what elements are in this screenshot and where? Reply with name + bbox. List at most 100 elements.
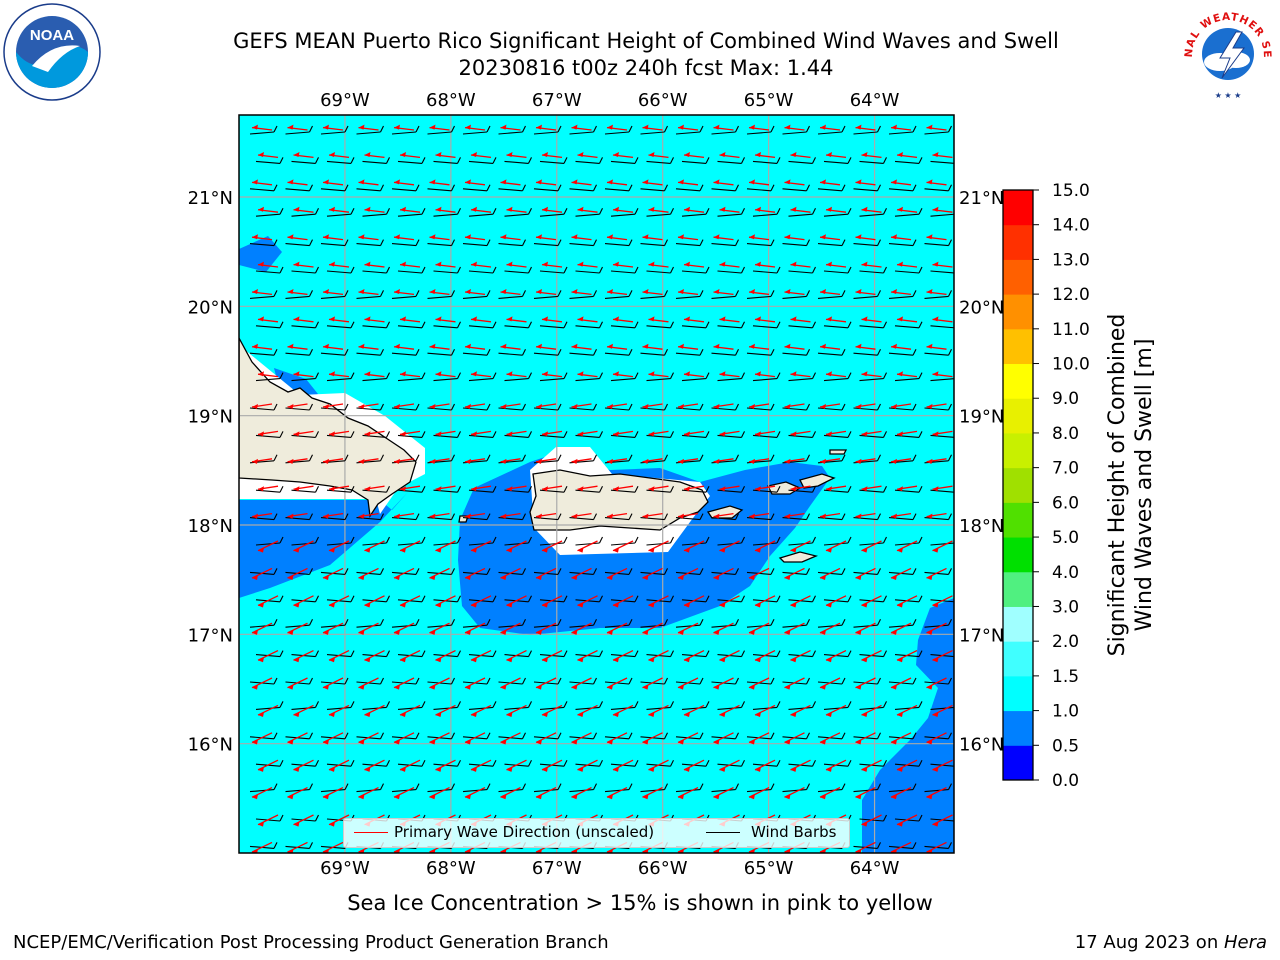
wave-arrow-head-472 xyxy=(684,766,690,772)
colorbar-bin-9 xyxy=(1003,432,1033,469)
wind-barb-flag-21 xyxy=(315,157,319,164)
wave-arrow-head-315 xyxy=(790,547,797,553)
wind-barb-296 xyxy=(817,517,843,521)
wind-barb-420 xyxy=(255,706,281,710)
wind-barb-flag-14 xyxy=(770,125,775,133)
wave-arrow-head-158 xyxy=(897,316,903,322)
wave-arrow-head-60 xyxy=(258,206,264,212)
wind-barb-99 xyxy=(924,243,949,247)
wind-barb-flag-73 xyxy=(741,207,745,215)
wave-arrow-head-429 xyxy=(577,712,584,718)
wave-arrow-head-477 xyxy=(861,766,868,772)
wind-barb-flag-379 xyxy=(948,618,952,626)
wave-arrow-head-206 xyxy=(465,404,471,410)
wave-arrow-head-156 xyxy=(826,316,832,322)
wind-barb-151 xyxy=(646,325,671,329)
colorbar-tick-label-0: 0.0 xyxy=(1052,771,1079,791)
wave-arrow-head-312 xyxy=(684,547,690,553)
wind-barb-flag-389 xyxy=(599,650,603,657)
wind-barb-flag-169 xyxy=(593,348,597,356)
wave-arrow-head-354 xyxy=(755,602,761,608)
wave-arrow-head-163 xyxy=(358,343,365,349)
wind-barb-flag-358 xyxy=(918,595,923,603)
wind-barb-flag-485 xyxy=(451,783,455,790)
wind-barb-63 xyxy=(362,213,387,217)
wave-arrow-head-302 xyxy=(329,547,335,553)
wind-barb-flag-253 xyxy=(735,454,739,462)
wind-barb-flag-142 xyxy=(350,321,355,329)
wind-barb-18 xyxy=(888,131,914,135)
wind-barb-11 xyxy=(640,131,665,135)
wave-arrow-head-296 xyxy=(820,513,826,519)
wave-arrow-head-168 xyxy=(536,343,542,349)
wind-barb-flag-184 xyxy=(421,372,426,379)
wave-arrow-head-375 xyxy=(784,629,791,635)
wave-arrow-head-529 xyxy=(571,849,578,853)
wind-barb-480 xyxy=(249,789,275,793)
wind-barb-481 xyxy=(285,789,310,793)
wind-barb-288 xyxy=(533,517,559,521)
wind-barb-286 xyxy=(462,517,488,521)
wind-barb-flag-371 xyxy=(664,618,668,626)
wave-arrow-head-124 xyxy=(394,288,400,294)
wave-arrow-head-416 xyxy=(820,684,826,690)
wave-arrow-head-535 xyxy=(784,849,791,853)
wave-arrow-head-58 xyxy=(891,179,897,185)
wave-arrow-head-490 xyxy=(607,794,613,800)
wave-arrow-head-117 xyxy=(861,261,868,267)
wave-arrow-head-52 xyxy=(678,179,684,185)
wave-arrow-head-116 xyxy=(826,261,832,267)
wind-barb-135 xyxy=(782,295,807,299)
wave-arrow-head-456 xyxy=(820,739,826,745)
wave-arrow-head-269 xyxy=(577,486,584,492)
wave-arrow-head-186 xyxy=(471,371,477,377)
wave-arrow-head-356 xyxy=(826,602,832,608)
wind-barb-55 xyxy=(782,188,807,192)
wind-barb-33 xyxy=(717,160,742,164)
wave-arrow-head-395 xyxy=(790,657,797,663)
wind-barb-flag-326 xyxy=(486,568,491,575)
wave-arrow-head-8 xyxy=(536,124,542,130)
wind-barb-flag-133 xyxy=(735,290,739,297)
wind-barb-209 xyxy=(569,407,594,411)
wave-arrow-head-99 xyxy=(926,234,933,240)
wave-arrow-head-105 xyxy=(435,261,442,267)
wind-barb-218 xyxy=(888,407,914,411)
wave-arrow-head-85 xyxy=(429,234,436,240)
wind-barb-flag-232 xyxy=(705,431,710,438)
wind-barb-25 xyxy=(433,160,458,164)
wind-barb-flag-311 xyxy=(670,536,674,544)
wind-barb-flag-343 xyxy=(386,595,390,603)
wave-arrow-head-191 xyxy=(648,371,655,377)
wind-barb-flag-417 xyxy=(877,677,881,685)
wind-barb-flag-48 xyxy=(557,184,562,192)
wind-barb-485 xyxy=(427,789,452,793)
wind-barb-flag-171 xyxy=(664,348,668,356)
wave-arrow-head-438 xyxy=(897,712,903,718)
wave-arrow-head-180 xyxy=(258,371,264,377)
wind-barb-14 xyxy=(746,131,772,135)
wave-arrow-head-139 xyxy=(926,288,933,294)
wind-barb-128 xyxy=(533,295,559,299)
wind-barb-0 xyxy=(249,131,275,135)
wind-barb-316 xyxy=(823,542,849,546)
map-area[interactable] xyxy=(239,115,958,854)
wind-barb-61 xyxy=(291,213,316,217)
wave-arrow-head-439 xyxy=(932,712,939,718)
wind-barb-flag-412 xyxy=(699,677,704,685)
wind-barb-162 xyxy=(320,352,346,356)
wave-arrow-head-26 xyxy=(471,151,477,157)
wind-barb-flag-123 xyxy=(380,290,384,297)
wind-barb-31 xyxy=(646,160,671,164)
wave-arrow-head-397 xyxy=(861,657,868,663)
wind-barb-flag-20 xyxy=(279,157,284,164)
wind-barb-flag-422 xyxy=(350,701,355,708)
wave-arrow-head-250 xyxy=(607,458,613,464)
wave-arrow-head-303 xyxy=(364,547,371,553)
wave-arrow-head-235 xyxy=(790,431,797,437)
wave-arrow-head-450 xyxy=(607,739,613,745)
wind-barb-flag-278 xyxy=(918,485,923,493)
wind-barb-272 xyxy=(681,489,707,493)
wind-barb-flag-312 xyxy=(705,536,710,544)
wave-arrow-head-200 xyxy=(252,404,258,410)
